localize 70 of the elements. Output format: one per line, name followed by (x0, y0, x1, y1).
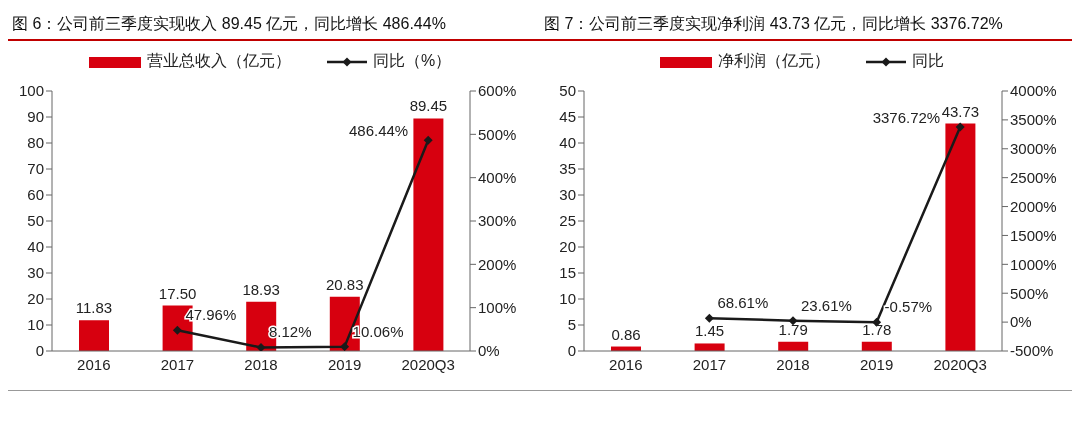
x-tick-label: 2019 (859, 355, 894, 373)
data-label: 11.83 (75, 299, 113, 317)
x-tick-label: 2018 (776, 355, 810, 373)
y2-tick-label: 500% (1010, 284, 1049, 302)
x-tick-label: 2016 (77, 355, 111, 373)
data-label: 1.45 (695, 322, 725, 340)
data-label: 486.44% (348, 122, 409, 140)
y2-tick-label: 300% (478, 212, 517, 230)
y2-tick-label: -500% (1010, 342, 1054, 360)
data-label: 43.73 (941, 102, 980, 120)
y2-tick-label: 200% (478, 255, 517, 273)
y-tick-label: 0 (567, 342, 576, 360)
y2-tick-label: 1500% (1010, 226, 1057, 244)
data-label: 0.86 (611, 325, 641, 343)
y-tick-label: 50 (559, 82, 576, 100)
data-label: 20.83 (326, 275, 364, 293)
data-label: 1.78 (862, 320, 892, 338)
y2-tick-label: 1000% (1010, 255, 1057, 273)
y2-tick-label: 600% (478, 82, 517, 100)
y-tick-label: 45 (559, 108, 576, 126)
y-tick-label: 25 (559, 212, 576, 230)
y-tick-label: 15 (559, 264, 576, 282)
y-tick-label: 30 (27, 264, 44, 282)
y-tick-label: 90 (27, 108, 44, 126)
legend-label: 同比（%） (372, 51, 452, 71)
data-label: 1.79 (778, 320, 808, 338)
x-tick-label: 2017 (692, 355, 727, 373)
y2-tick-label: 2000% (1010, 197, 1057, 215)
y-tick-label: 30 (559, 186, 576, 204)
y2-tick-label: 0% (1010, 313, 1032, 331)
y-tick-label: 40 (559, 134, 576, 152)
x-tick-label: 2018 (244, 355, 278, 373)
y-tick-label: 20 (559, 238, 576, 256)
y2-tick-label: 4000% (1010, 82, 1057, 100)
y2-tick-label: 500% (478, 125, 517, 143)
y2-tick-label: 2500% (1010, 168, 1057, 186)
legend-label: 净利润（亿元） (718, 51, 830, 71)
y-tick-label: 20 (27, 290, 44, 308)
data-label: 17.50 (158, 284, 197, 302)
chart-title: 图 6：公司前三季度实现收入 89.45 亿元，同比增长 486.44% (8, 8, 540, 41)
data-label: 18.93 (242, 280, 280, 298)
y2-tick-label: 3500% (1010, 111, 1057, 129)
x-tick-label: 2019 (327, 355, 362, 373)
data-label: 68.61% (717, 294, 769, 312)
y2-tick-label: 400% (478, 168, 517, 186)
chart-title: 图 7：公司前三季度实现净利润 43.73 亿元，同比增长 3376.72% (540, 8, 1072, 41)
data-label: 3376.72% (872, 109, 941, 127)
y-tick-label: 80 (27, 134, 44, 152)
data-label: -0.57% (884, 298, 933, 316)
x-tick-label: 2020Q3 (933, 355, 987, 373)
y-tick-label: 10 (559, 290, 576, 308)
data-label: 89.45 (409, 97, 448, 115)
y-tick-label: 100 (18, 82, 44, 100)
data-label: 23.61% (801, 296, 852, 314)
y2-tick-label: 0% (478, 342, 500, 360)
y-tick-label: 40 (27, 238, 44, 256)
x-tick-label: 2016 (609, 355, 643, 373)
x-tick-label: 2020Q3 (401, 355, 455, 373)
y-tick-label: 50 (27, 212, 44, 230)
y-tick-label: 70 (27, 160, 44, 178)
y-tick-label: 60 (27, 186, 44, 204)
y-tick-label: 5 (567, 316, 576, 334)
y2-tick-label: 100% (478, 298, 517, 316)
y-tick-label: 0 (35, 342, 44, 360)
y-tick-label: 10 (27, 316, 44, 334)
x-tick-label: 2017 (160, 355, 195, 373)
legend-label: 营业总收入（亿元） (146, 51, 291, 71)
y-tick-label: 35 (559, 160, 576, 178)
legend-label: 同比 (912, 51, 944, 71)
y2-tick-label: 3000% (1010, 140, 1057, 158)
